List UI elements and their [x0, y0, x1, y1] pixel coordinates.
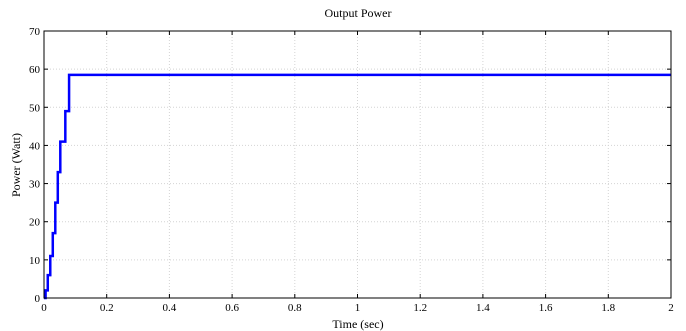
y-tick-label: 40 — [29, 140, 41, 152]
x-tick-label: 1 — [355, 302, 361, 314]
x-axis-label: Time (sec) — [332, 317, 383, 331]
y-tick-label: 60 — [29, 64, 41, 76]
y-tick-label: 70 — [29, 26, 41, 38]
x-tick-label: 0.6 — [225, 302, 239, 314]
plot-frame — [43, 30, 672, 299]
x-tick-label: 1.6 — [539, 302, 553, 314]
x-tick-label: 0 — [41, 302, 47, 314]
x-tick-label: 0.8 — [288, 302, 302, 314]
power-series-line — [44, 73, 671, 300]
y-tick-label: 20 — [29, 217, 41, 229]
y-tick-label: 0 — [35, 293, 41, 305]
x-tick-label: 2 — [668, 302, 674, 314]
series-layer — [44, 73, 671, 300]
x-tick-label: 0.4 — [163, 302, 177, 314]
grid-layer — [44, 31, 671, 298]
tick-layer: 0 0.2 0.4 0.6 0.8 1 1.2 1.4 1.6 1.8 20102030405060… — [29, 26, 674, 314]
chart-title: Output Power — [325, 6, 392, 20]
y-tick-label: 10 — [29, 255, 41, 267]
y-axis-label: Power (Watt) — [9, 133, 23, 197]
y-tick-label: 50 — [29, 102, 41, 114]
x-tick-label: 1.2 — [413, 302, 427, 314]
x-tick-label: 1.8 — [601, 302, 615, 314]
x-tick-label: 1.4 — [476, 302, 490, 314]
x-tick-label: 0.2 — [100, 302, 114, 314]
y-tick-label: 30 — [29, 179, 41, 191]
